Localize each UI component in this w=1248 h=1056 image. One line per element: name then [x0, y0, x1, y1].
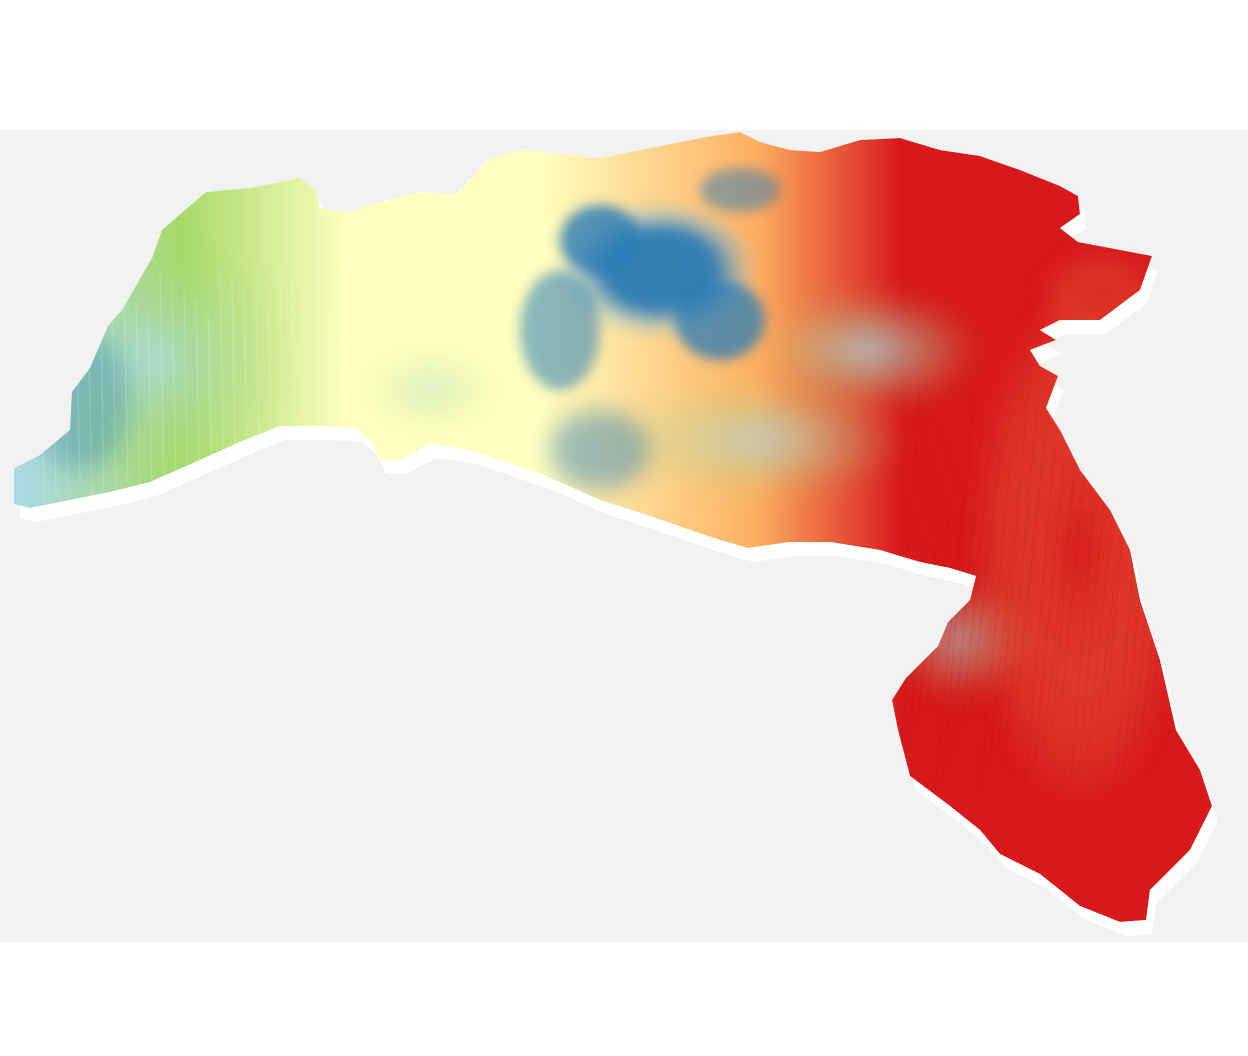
terrain-streak — [988, 479, 1020, 771]
terrain-streak — [219, 269, 225, 483]
terrain-streak — [934, 479, 966, 791]
terrain-streak — [171, 279, 177, 483]
central-peak-south — [675, 280, 765, 360]
northern-ridge — [700, 168, 780, 212]
central-ridge-west — [520, 270, 600, 390]
terrain-streak — [1042, 479, 1074, 751]
terrain-streak — [1033, 461, 1065, 771]
terrain-streak — [1006, 407, 1038, 731]
terrain-streak — [159, 269, 165, 489]
southern-peak — [550, 410, 650, 490]
terrain-streak — [123, 289, 129, 483]
southern-highland — [610, 380, 910, 500]
terrain-streak — [183, 289, 189, 501]
terrain-streak — [147, 309, 153, 495]
eastern-highland — [760, 290, 980, 410]
terrain-streak — [979, 461, 1011, 791]
central-peak-north — [560, 205, 640, 275]
terrain-streak — [1015, 425, 1047, 711]
terrain-streak — [961, 425, 993, 731]
terrain-streak — [970, 443, 1002, 711]
western-hills — [360, 350, 500, 430]
map-canvas[interactable] — [0, 130, 1248, 942]
terrain-streak — [997, 389, 1029, 751]
terrain-streak — [135, 299, 141, 501]
terrain-streak — [1024, 443, 1056, 791]
relief-map[interactable] — [0, 130, 1248, 942]
